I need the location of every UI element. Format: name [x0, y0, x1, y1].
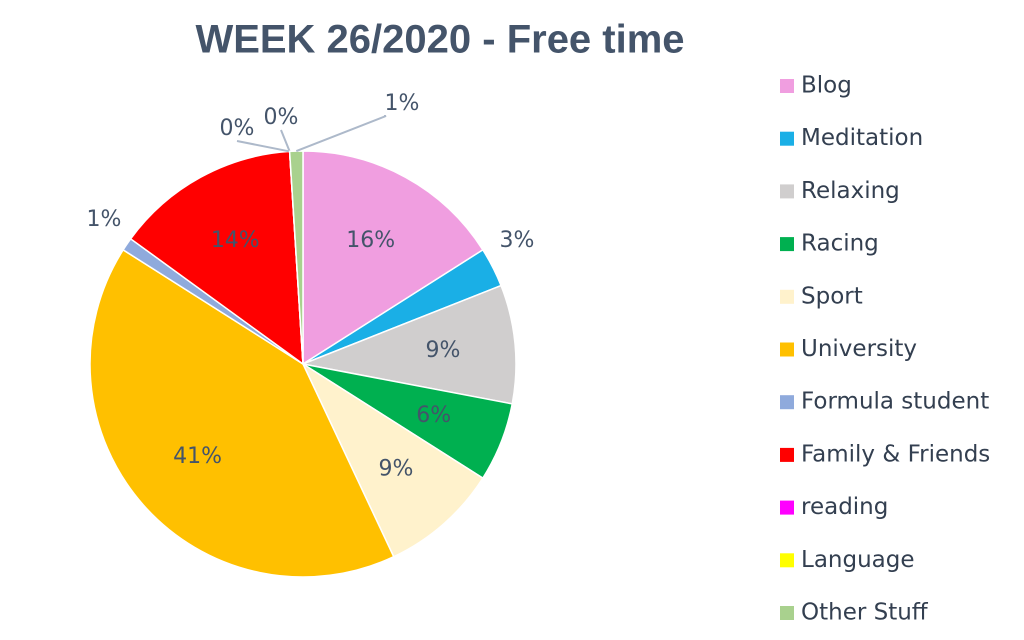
pie-slice: [302, 150, 484, 366]
legend-label: Meditation: [801, 125, 923, 151]
legend-swatch: [780, 184, 794, 199]
legend-label: reading: [801, 494, 888, 520]
legend-swatch: [780, 395, 794, 410]
data-label: 9%: [379, 456, 414, 481]
legend-label: University: [801, 336, 917, 362]
legend-label: Racing: [801, 231, 879, 257]
legend-swatch: [780, 500, 794, 515]
legend-label: Other Stuff: [801, 600, 929, 626]
leader-line: [280, 129, 291, 152]
legend-swatch: [780, 237, 794, 252]
data-label: 41%: [173, 444, 222, 469]
data-label: 1%: [385, 91, 420, 116]
data-label: 1%: [87, 207, 122, 232]
legend-label: Relaxing: [801, 178, 900, 204]
legend-label: Sport: [801, 283, 863, 309]
legend-label: Formula student: [801, 389, 989, 415]
legend-label: Blog: [801, 73, 852, 99]
legend-swatch: [780, 289, 794, 304]
pie-slice: [301, 361, 484, 558]
pie-slice: [129, 150, 304, 366]
data-label: 6%: [416, 403, 451, 428]
legend-label: Language: [801, 547, 915, 573]
data-label: 9%: [426, 338, 461, 363]
legend-swatch: [780, 342, 794, 357]
chart-title: WEEK 26/2020 - Free time: [195, 18, 684, 62]
data-label: 0%: [220, 116, 255, 141]
pie-slice: [300, 284, 517, 405]
leader-line: [236, 140, 290, 153]
pie-slice: [89, 248, 395, 578]
legend-swatch: [780, 447, 794, 462]
legend-label: Family & Friends: [801, 441, 990, 467]
legend-swatch: [780, 131, 794, 146]
data-label: 16%: [346, 228, 395, 253]
legend-swatch: [780, 606, 794, 620]
data-label: 3%: [500, 228, 535, 253]
data-label: 0%: [264, 105, 299, 130]
data-label: 14%: [211, 228, 260, 253]
leader-line: [295, 115, 387, 153]
legend-swatch: [780, 79, 794, 93]
legend-swatch: [780, 553, 794, 568]
